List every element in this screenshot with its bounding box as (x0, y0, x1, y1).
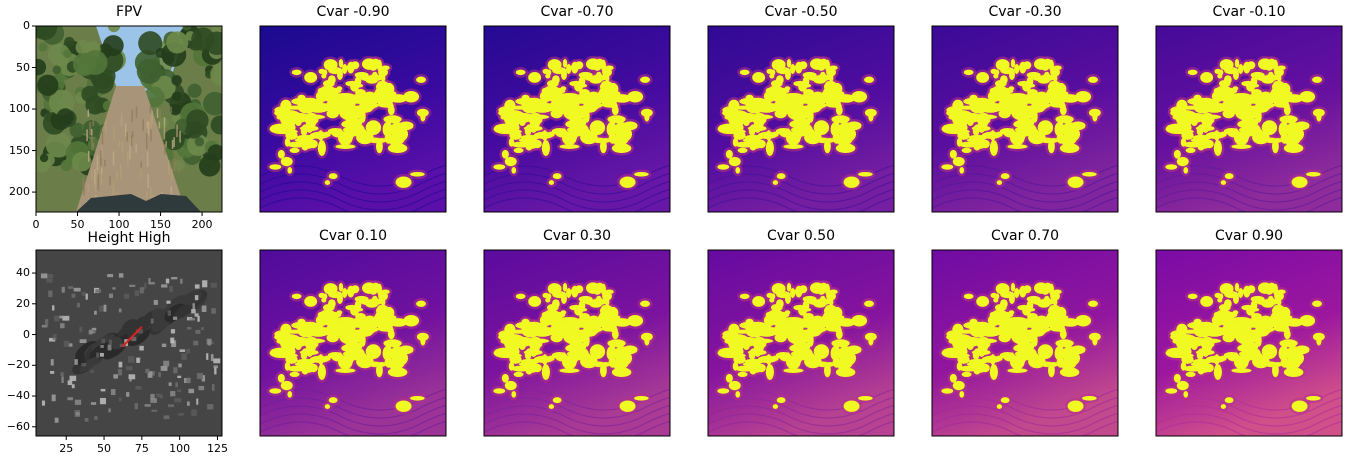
panel-title: Cvar 0.70 (990, 228, 1060, 244)
cvar-heatmap (1156, 26, 1342, 212)
tick-label: 200 (9, 185, 30, 199)
panel-title: Cvar 0.10 (318, 228, 388, 244)
cvar-heatmap (708, 250, 894, 436)
cvar-heatmap (1156, 250, 1342, 436)
cvar-heatmap (484, 250, 670, 436)
tick-label: 0 (23, 19, 30, 32)
panel-title: Cvar -0.70 (540, 4, 614, 20)
tick-label: 50 (70, 218, 85, 231)
tick-label: −20 (6, 358, 30, 372)
height-map (32, 249, 223, 440)
fpv-image (32, 25, 223, 216)
tick-label: 25 (59, 442, 74, 455)
tick-label: 0 (23, 327, 30, 341)
tick-label: 200 (191, 218, 213, 231)
tick-label: 50 (97, 442, 112, 455)
tick-label: 100 (169, 442, 191, 455)
tick-label: −40 (6, 389, 30, 403)
tick-label: 150 (9, 143, 30, 157)
height-panel: Height High 25 50 75 100 125 40 20 0 −20 −40 −60 (0, 0, 240, 456)
panel-title: Height High (87, 230, 171, 246)
cvar-heatmap (708, 26, 894, 212)
panel-title: Cvar 0.50 (766, 228, 836, 244)
tick-label: 0 (32, 218, 40, 231)
tick-label: 150 (150, 218, 172, 231)
tick-label: 50 (16, 60, 30, 74)
cvar-heatmap (484, 26, 670, 212)
tick-label: 40 (16, 266, 30, 280)
cvar-heatmap (932, 26, 1118, 212)
panel-title: Cvar 0.30 (542, 228, 612, 244)
heading-arrow (121, 326, 143, 348)
cvar-heatmap (260, 250, 446, 436)
panel-title: Cvar -0.30 (988, 4, 1062, 20)
panel-title: Cvar 0.90 (1214, 228, 1284, 244)
tick-label: 100 (9, 102, 30, 116)
tick-label: 125 (206, 442, 228, 455)
tick-label: −60 (6, 419, 30, 433)
panel-title: Cvar -0.10 (1212, 4, 1286, 20)
panel-title: Cvar -0.50 (764, 4, 838, 20)
cvar-heatmap (932, 250, 1118, 436)
fpv-panel: FPV 0 50 100 150 200 0 50 100 150 200 (0, 0, 240, 235)
cvar-heatmap (260, 26, 446, 212)
tick-label: 100 (108, 218, 130, 231)
tick-label: 20 (16, 296, 30, 310)
panel-title: Cvar -0.90 (316, 4, 390, 20)
tick-label: 75 (134, 442, 149, 455)
panel-title: FPV (115, 4, 143, 20)
